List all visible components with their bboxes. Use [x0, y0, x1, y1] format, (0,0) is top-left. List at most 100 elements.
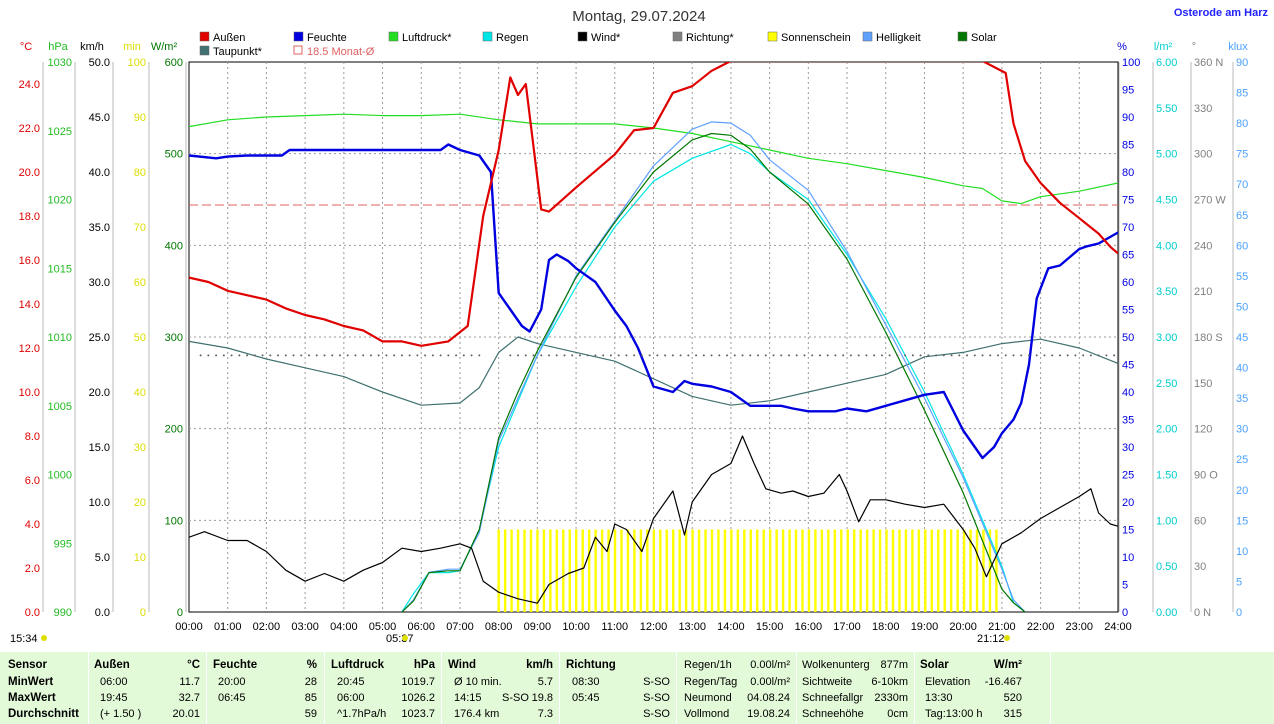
stats-cell: 19:45 — [100, 692, 128, 704]
axis-tick-left: 5.0 — [95, 552, 110, 564]
stats-table: Sensor Außen °C Feuchte% Luftdruck hPa Wind km/… — [0, 652, 1274, 724]
stats-cell: 04.08.24 — [747, 692, 790, 704]
legend-swatch — [199, 31, 210, 42]
axis-tick-right: 75 — [1122, 195, 1134, 207]
x-tick-label: 20:00 — [949, 621, 977, 633]
legend-swatch — [293, 31, 304, 42]
axis-tick-left: 300 — [165, 332, 183, 344]
axis-tick-right: 20 — [1122, 497, 1134, 509]
direction-dot — [439, 354, 442, 357]
x-tick-label: 19:00 — [911, 621, 939, 633]
sunshine-bar — [788, 529, 791, 612]
direction-dot — [261, 354, 264, 357]
sunshine-bar — [672, 529, 675, 612]
sunset-icon — [1004, 635, 1010, 641]
direction-dot — [1082, 354, 1085, 357]
axis-tick-right: 35 — [1122, 415, 1134, 427]
stats-header-solar: Solar — [920, 659, 949, 671]
axis-tick-left: 45.0 — [89, 112, 110, 124]
direction-dot — [331, 354, 334, 357]
axis-tick-left: 50.0 — [89, 57, 110, 69]
direction-dot — [888, 354, 891, 357]
axis-tick-right: 120 — [1194, 424, 1212, 436]
direction-dot — [284, 354, 287, 357]
direction-dot — [648, 354, 651, 357]
series-line-auen — [189, 62, 1118, 347]
axis-tick-right: 15 — [1122, 525, 1134, 537]
stats-cell: 19.08.24 — [747, 708, 790, 720]
sunshine-bar — [995, 529, 998, 612]
direction-dot — [424, 354, 427, 357]
direction-dot — [517, 354, 520, 357]
axis-tick-right: 65 — [1122, 250, 1134, 262]
stats-cell: Wolkenunterg — [802, 659, 870, 671]
sunshine-bar — [827, 529, 830, 612]
stats-cell: 520 — [1003, 692, 1022, 704]
axis-tick-left: 30 — [134, 442, 146, 454]
sunshine-bar — [904, 529, 908, 612]
axis-tick-right: 2.50 — [1156, 378, 1177, 390]
direction-dot — [695, 354, 698, 357]
axis-tick-right: 15 — [1236, 515, 1248, 527]
axis-unit-left: km/h — [80, 41, 104, 53]
stats-header-luftdruck: Luftdruck — [331, 659, 385, 671]
direction-dot — [292, 354, 295, 357]
sunshine-bar — [529, 529, 533, 612]
axis-tick-left: 20.0 — [19, 167, 40, 179]
direction-dot — [741, 354, 744, 357]
sunshine-bar — [865, 529, 869, 612]
sunshine-bar — [730, 529, 733, 612]
stats-cell: 0cm — [887, 708, 908, 720]
sunshine-bar — [956, 529, 959, 612]
axis-tick-right: 0 — [1122, 607, 1128, 619]
axis-tick-right: 70 — [1122, 222, 1134, 234]
stats-cell: 176.4 km — [454, 708, 500, 720]
sunshine-bar — [717, 529, 720, 612]
sunshine-bar — [594, 529, 597, 612]
sunshine-bar — [633, 529, 636, 612]
axis-tick-left: 40 — [134, 387, 146, 399]
sunshine-bar — [710, 529, 714, 612]
sunshine-bar — [807, 529, 811, 612]
direction-dot — [408, 354, 411, 357]
axis-tick-left: 30.0 — [89, 277, 110, 289]
sunshine-bar — [684, 529, 688, 612]
sunshine-bar — [988, 529, 992, 612]
axis-tick-left: 18.0 — [19, 211, 40, 223]
stats-cell: 7.3 — [537, 708, 553, 720]
direction-dot — [594, 354, 597, 357]
direction-dot — [555, 354, 558, 357]
axis-tick-right: 300 — [1194, 149, 1212, 161]
direction-dot — [1113, 354, 1116, 357]
axis-tick-left: 0 — [140, 607, 146, 619]
sunshine-bar — [853, 529, 856, 612]
legend-swatch — [862, 31, 873, 42]
direction-dot — [393, 354, 396, 357]
sunshine-bar — [911, 529, 914, 612]
axis-unit-right: l/m² — [1154, 41, 1173, 53]
series-line-taupunkt — [189, 336, 1118, 406]
x-tick-label: 02:00 — [253, 621, 281, 633]
sunshine-bar — [516, 529, 520, 612]
direction-dot — [981, 354, 984, 357]
axis-tick-left: 80 — [134, 167, 146, 179]
direction-dot — [238, 354, 241, 357]
direction-dot — [547, 354, 550, 357]
direction-dot — [687, 354, 690, 357]
x-tick-label: 12:00 — [640, 621, 668, 633]
stats-separator — [206, 652, 207, 724]
axis-tick-left: 1020 — [48, 195, 72, 207]
direction-dot — [338, 354, 341, 357]
axis-tick-right: 90 — [1122, 112, 1134, 124]
axis-tick-right: 10 — [1236, 546, 1248, 558]
direction-dot — [1105, 354, 1108, 357]
direction-dot — [640, 354, 643, 357]
axis-tick-right: 25 — [1236, 454, 1248, 466]
axis-tick-right: 90 O — [1194, 470, 1218, 482]
x-tick-label: 14:00 — [717, 621, 745, 633]
chart-title: Montag, 29.07.2024 — [572, 8, 705, 25]
x-tick-label: 24:00 — [1104, 621, 1132, 633]
direction-dot — [1027, 354, 1030, 357]
x-tick-label: 10:00 — [562, 621, 590, 633]
